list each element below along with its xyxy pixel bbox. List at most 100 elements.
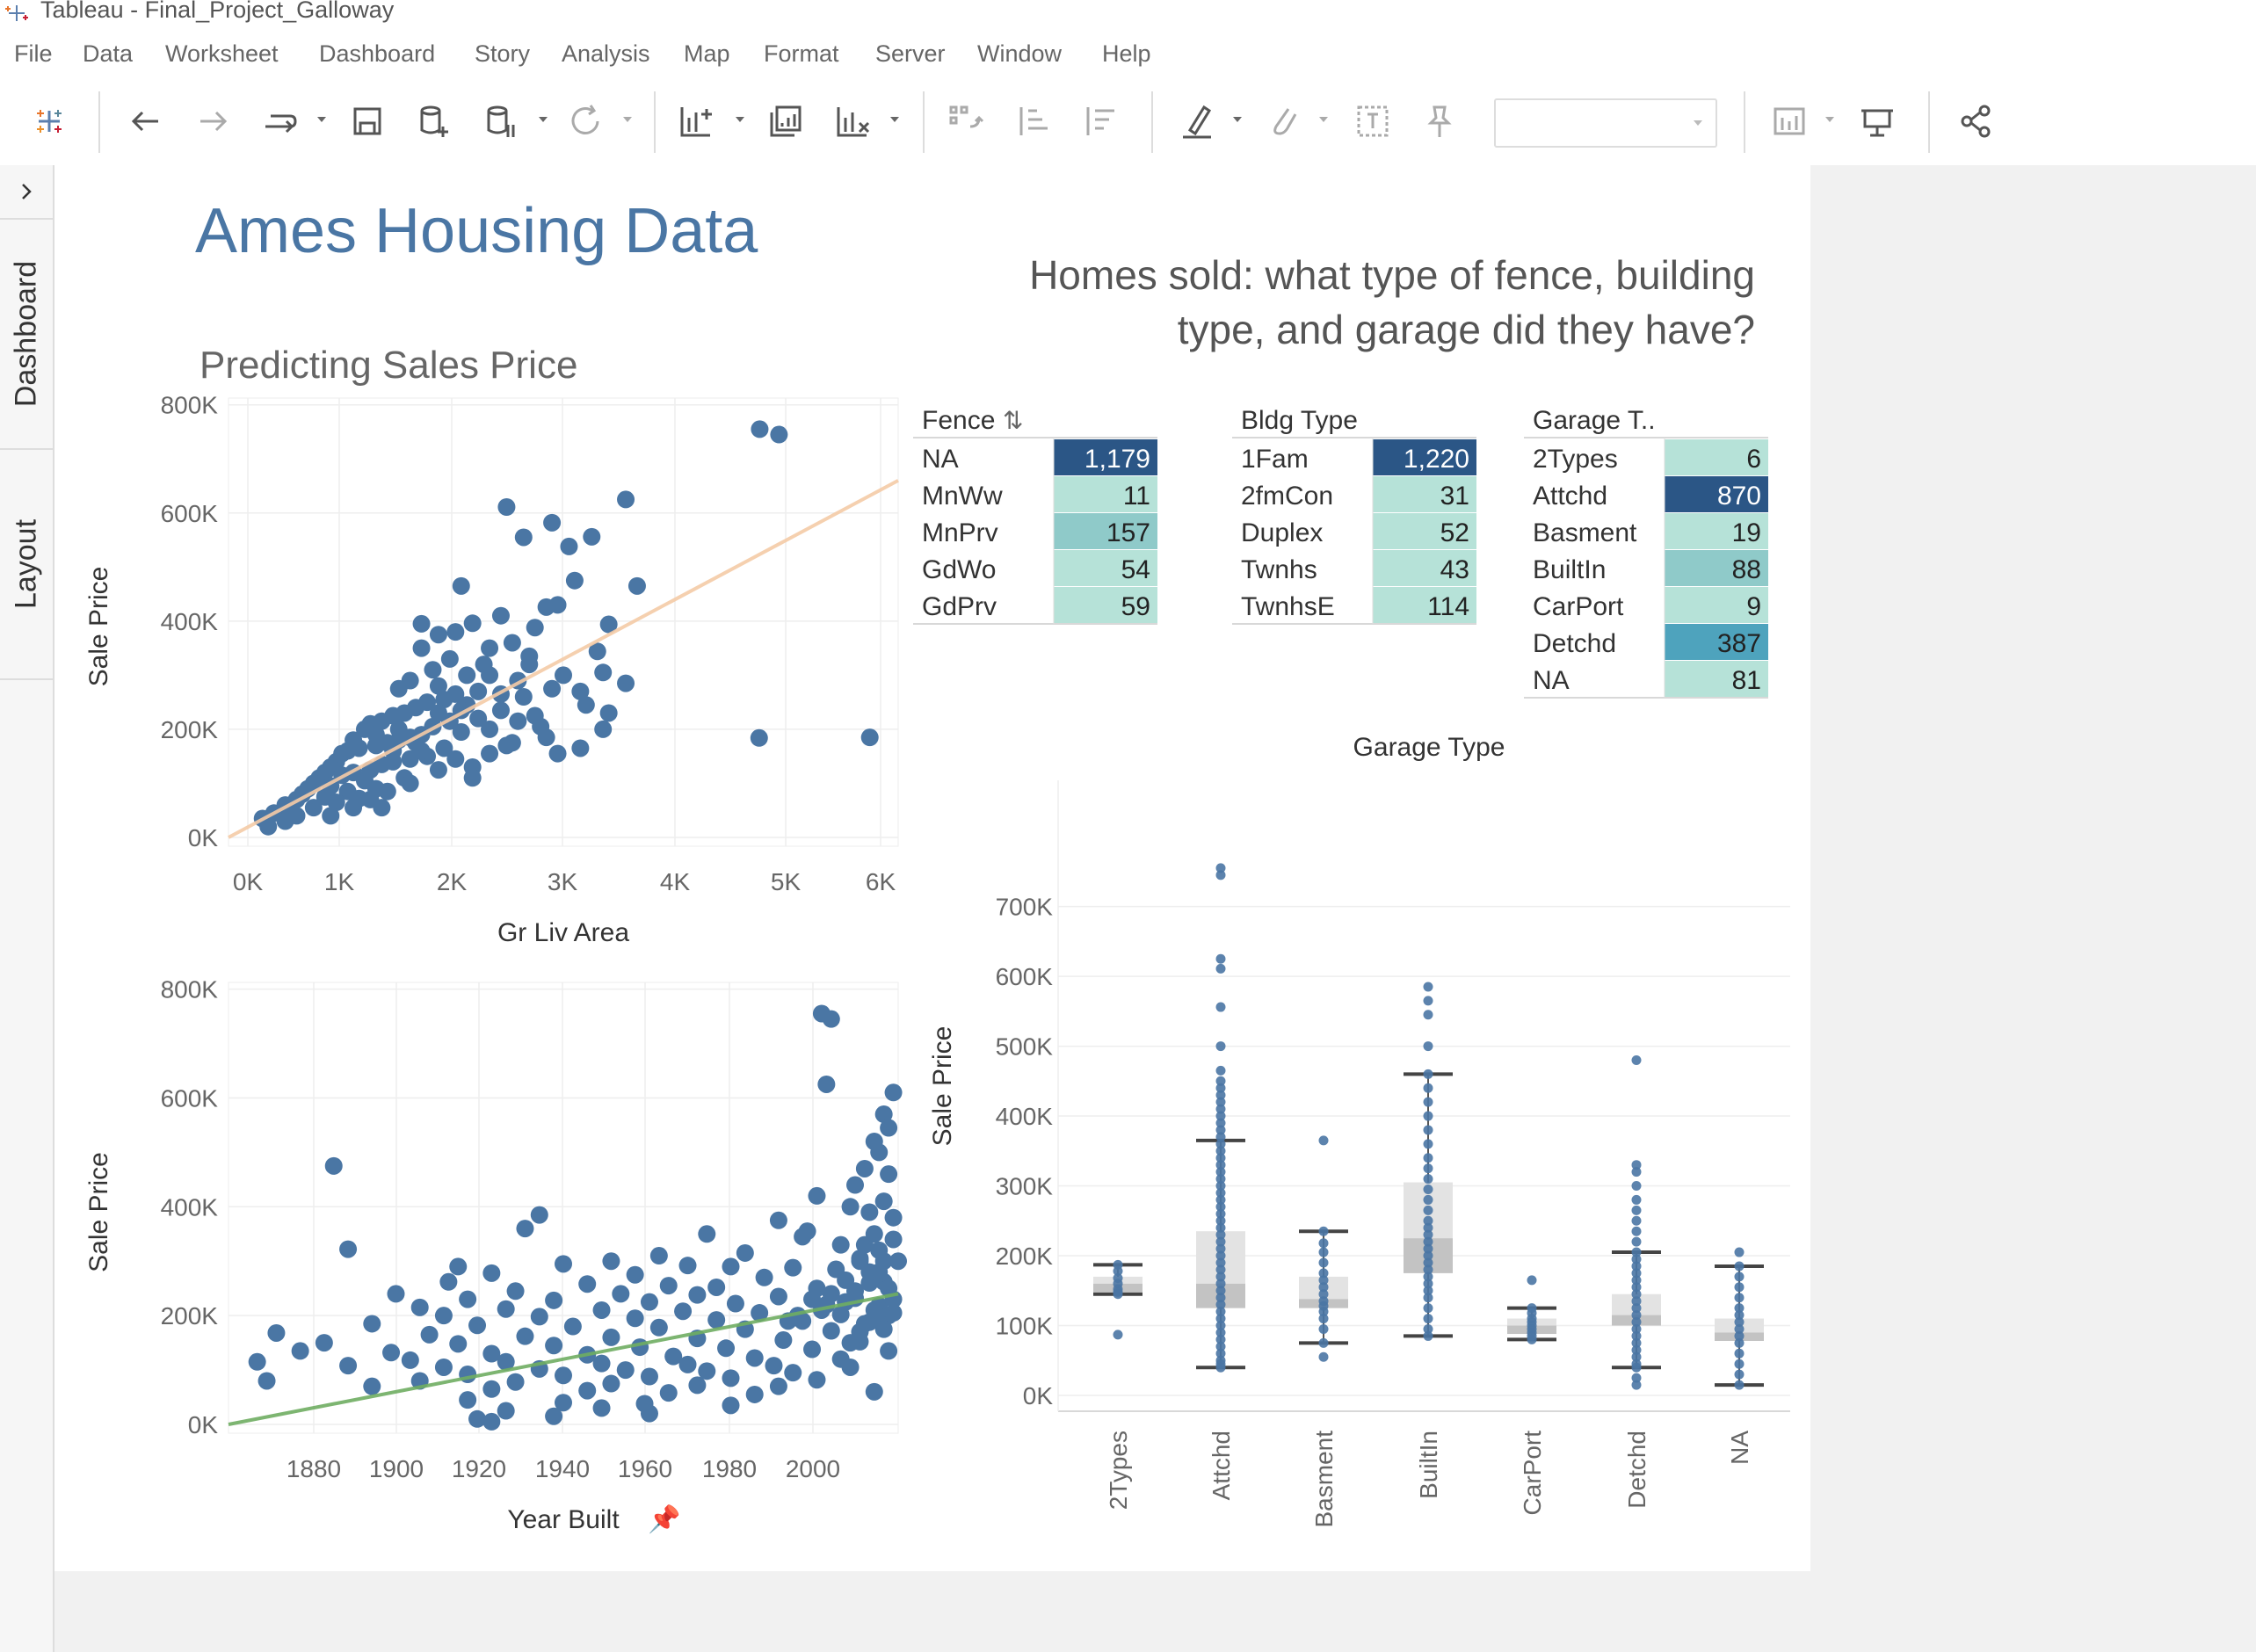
data-point (865, 1301, 883, 1319)
box-point (1215, 1167, 1226, 1177)
data-point (616, 1361, 635, 1380)
box-point (1215, 1090, 1226, 1100)
box-point (1631, 1275, 1642, 1286)
pin-icon: 📌 (648, 1503, 680, 1534)
chevron-down-icon[interactable] (1823, 112, 1837, 127)
menu-worksheet[interactable]: Worksheet (165, 40, 279, 67)
box-point (1215, 1243, 1226, 1254)
box-point (1215, 1118, 1226, 1128)
fix-axes-icon[interactable] (1418, 100, 1461, 142)
menu-dashboard[interactable]: Dashboard (319, 40, 436, 67)
data-point (831, 1235, 850, 1254)
tableau-home-icon[interactable] (28, 100, 70, 142)
scatter-year-built[interactable]: 0K 200K 400K 600K 800K 1880 1900 1920 1940 1960 19… (84, 976, 907, 1534)
clear-sheet-icon[interactable] (831, 100, 874, 142)
duplicate-sheet-icon[interactable] (765, 100, 807, 142)
tab-dashboard-label: Dashboard (9, 260, 43, 408)
refresh-icon[interactable] (564, 100, 606, 142)
row-value: 11 (1123, 482, 1150, 511)
box-point (1318, 1226, 1329, 1236)
undo-icon[interactable] (125, 100, 167, 142)
chevron-down-icon[interactable] (733, 112, 747, 127)
sort-descending-icon[interactable] (1077, 100, 1120, 142)
data-point (822, 1322, 840, 1340)
menu-map[interactable]: Map (684, 40, 730, 67)
box-point (1215, 1002, 1226, 1012)
data-point (389, 679, 408, 698)
chevron-down-icon[interactable] (1317, 112, 1331, 127)
data-point (446, 750, 465, 768)
data-point (481, 666, 499, 685)
data-point (258, 1372, 276, 1390)
data-point (482, 1412, 501, 1431)
box-point (1631, 1254, 1642, 1264)
box-point (1734, 1303, 1745, 1314)
new-worksheet-icon[interactable] (675, 100, 717, 142)
data-point (841, 1358, 860, 1376)
row-value: 387 (1717, 629, 1761, 658)
swap-rows-columns-icon[interactable] (944, 100, 986, 142)
chevron-down-icon[interactable] (315, 112, 329, 127)
x-tick-label: BuiltIn (1415, 1431, 1442, 1499)
box-point (1215, 1041, 1226, 1052)
box-point (1318, 1289, 1329, 1300)
box-point (1527, 1275, 1537, 1286)
menu-server[interactable]: Server (875, 40, 946, 67)
data-point (599, 615, 618, 634)
menu-story[interactable]: Story (475, 40, 531, 67)
presentation-mode-icon[interactable] (1856, 100, 1898, 142)
menu-file[interactable]: File (14, 40, 53, 67)
data-point (808, 1186, 826, 1205)
trend-line (228, 479, 899, 839)
replay-animation-icon[interactable] (258, 100, 301, 142)
tab-dashboard[interactable]: Dashboard (0, 220, 53, 450)
share-icon[interactable] (1955, 100, 1997, 142)
box-point (1318, 1314, 1329, 1324)
show-mark-labels-icon[interactable] (1352, 100, 1394, 142)
pause-auto-updates-icon[interactable] (480, 100, 522, 142)
box-point (1423, 1323, 1433, 1334)
box-point (1423, 1250, 1433, 1261)
highlight-icon[interactable] (1176, 100, 1218, 142)
table-header: Bldg Type (1241, 406, 1358, 435)
expand-panel-button[interactable] (0, 165, 53, 220)
scatter-gr-liv-area[interactable]: 0K 200K 400K 600K 800K 0K 1K 2K 3K 4K 5K 6K Gr Liv A… (84, 392, 899, 947)
box-point (1423, 1097, 1433, 1107)
data-point (526, 619, 544, 637)
x-tick-label: 2Types (1105, 1431, 1132, 1510)
box-point (1215, 1257, 1226, 1268)
menu-format[interactable]: Format (764, 40, 839, 67)
show-cards-icon[interactable] (1768, 100, 1810, 142)
box-point (1215, 1083, 1226, 1093)
data-point (530, 1308, 548, 1326)
data-point (860, 728, 879, 747)
x-axis-label: Year Built (507, 1505, 620, 1534)
save-icon[interactable] (346, 100, 388, 142)
sort-ascending-icon[interactable] (1011, 100, 1053, 142)
row-label: TwnhsE (1241, 592, 1335, 621)
data-point (803, 1340, 822, 1359)
tab-layout[interactable]: Layout (0, 450, 53, 680)
data-point (449, 1257, 468, 1276)
data-point (424, 661, 442, 679)
new-data-source-icon[interactable] (413, 100, 455, 142)
data-point (678, 1257, 697, 1275)
data-point (387, 1285, 405, 1303)
boxplot-garage-type[interactable]: Garage Type 0K 100K 200K 300K 400K 500K 600K 700… (928, 733, 1790, 1528)
chevron-down-icon[interactable] (620, 112, 635, 127)
data-point (401, 774, 419, 793)
box-point (1734, 1348, 1745, 1359)
data-point (865, 1382, 883, 1401)
menu-data[interactable]: Data (83, 40, 134, 67)
chevron-down-icon[interactable] (1230, 112, 1244, 127)
data-point (545, 1291, 563, 1309)
row-value: 59 (1121, 592, 1150, 621)
redo-icon[interactable] (192, 100, 234, 142)
fit-dropdown[interactable] (1494, 98, 1717, 148)
chevron-down-icon[interactable] (536, 112, 550, 127)
menu-analysis[interactable]: Analysis (562, 40, 650, 67)
group-members-icon[interactable] (1262, 100, 1304, 142)
menu-help[interactable]: Help (1102, 40, 1151, 67)
menu-window[interactable]: Window (977, 40, 1063, 67)
chevron-down-icon[interactable] (888, 112, 902, 127)
